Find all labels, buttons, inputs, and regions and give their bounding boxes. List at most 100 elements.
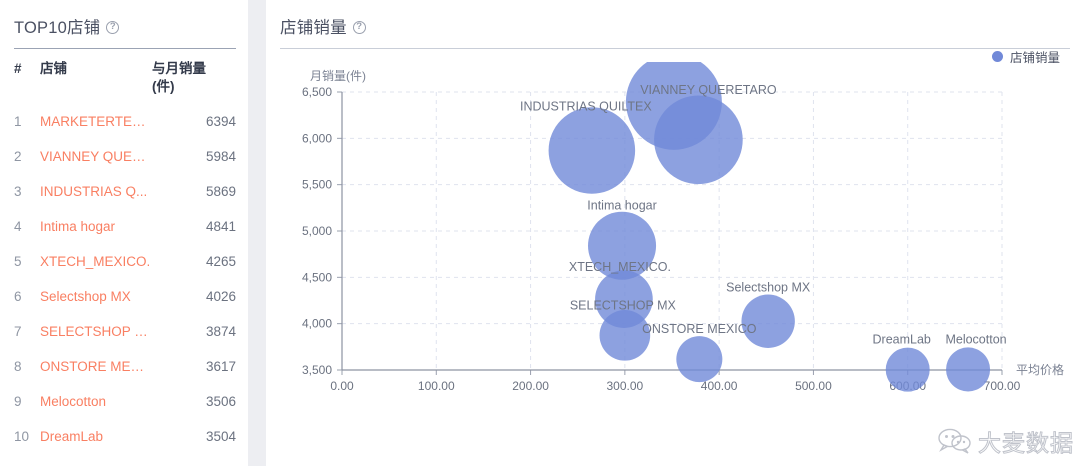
x-tick-label: 200.00 <box>512 379 549 393</box>
chart-legend[interactable]: 店铺销量 <box>991 47 1060 66</box>
cell-shop-name[interactable]: VIANNEY QUER... <box>40 149 152 165</box>
top10-panel-header: TOP10店铺 ? <box>14 14 236 38</box>
bubble-chart-svg: 3,500 4,000 4,500 5,000 5,500 6,000 6,500 0.00 1… <box>302 62 1064 393</box>
top10-shops-panel: TOP10店铺 ? # 店铺 与月销量 (件) 1 MARKETERTEXT...… <box>0 0 248 466</box>
y-tick-label: 3,500 <box>302 363 332 377</box>
bubble-chart-plot[interactable]: 3,500 4,000 4,500 5,000 5,500 6,000 6,500 0.00 1… <box>280 62 1080 412</box>
bubble-point[interactable] <box>548 107 636 194</box>
table-head: # 店铺 与月销量 (件) <box>14 51 236 104</box>
x-tick-label: 100.00 <box>418 379 455 393</box>
column-header-shop[interactable]: 店铺 <box>40 61 67 76</box>
watermark: 大麦数据 <box>938 424 1074 458</box>
cell-monthly-sales: 3504 <box>205 429 236 445</box>
bubble-group <box>548 62 991 392</box>
bubble-point[interactable] <box>654 95 743 185</box>
bubble-label: Melocotton <box>945 332 1006 346</box>
column-header-monthly-sales[interactable]: 与月销量 (件) <box>152 51 236 104</box>
cell-shop-name[interactable]: INDUSTRIAS Q... <box>40 184 148 200</box>
bubble-point[interactable] <box>946 347 991 392</box>
cell-monthly-sales: 3874 <box>205 324 236 340</box>
x-tick-label: 700.00 <box>984 379 1021 393</box>
cell-shop-name[interactable]: MARKETERTEXT... <box>40 114 152 130</box>
bubble-label: SELECTSHOP MX <box>570 298 677 312</box>
y-tick-label: 4,500 <box>302 270 332 284</box>
bubble-point[interactable] <box>741 294 795 348</box>
cell-monthly-sales: 3506 <box>205 394 236 410</box>
y-tick-label: 4,000 <box>302 317 332 331</box>
cell-rank: 5 <box>14 254 22 270</box>
table-row[interactable]: 2 VIANNEY QUER... 5984 <box>14 139 236 174</box>
cell-rank: 8 <box>14 359 22 375</box>
cell-rank: 4 <box>14 219 22 235</box>
table-row[interactable]: 4 Intima hogar 4841 <box>14 209 236 244</box>
table-row[interactable]: 8 ONSTORE MEXI... 3617 <box>14 349 236 384</box>
y-tick-label: 6,000 <box>302 131 332 145</box>
table-row[interactable]: 6 Selectshop MX 4026 <box>14 279 236 314</box>
bubble-label: Selectshop MX <box>726 280 811 294</box>
panel-divider <box>248 0 266 466</box>
cell-rank: 9 <box>14 394 22 410</box>
y-tick-label: 5,500 <box>302 178 332 192</box>
x-axis-title: 平均价格 <box>1016 362 1064 377</box>
cell-shop-name[interactable]: XTECH_MEXICO. <box>40 254 151 270</box>
bubble-label: VIANNEY QUERETARO <box>640 83 777 97</box>
table-row[interactable]: 7 SELECTSHOP MX 3874 <box>14 314 236 349</box>
chart-panel-header: 店铺销量 ? <box>280 14 1070 38</box>
legend-label: 店铺销量 <box>1009 51 1060 65</box>
y-tick-label: 5,000 <box>302 224 332 238</box>
wechat-icon <box>938 428 971 454</box>
cell-rank: 10 <box>14 429 30 445</box>
table-row[interactable]: 1 MARKETERTEXT... 6394 <box>14 104 236 139</box>
bubble-label: Intima hogar <box>587 199 656 213</box>
table-header-row: # 店铺 与月销量 (件) <box>14 51 236 104</box>
cell-shop-name[interactable]: Melocotton <box>40 394 107 410</box>
top10-table: # 店铺 与月销量 (件) 1 MARKETERTEXT... 6394 2 VIANN… <box>14 51 236 454</box>
cell-rank: 1 <box>14 114 22 130</box>
cell-monthly-sales: 5984 <box>205 149 236 165</box>
watermark-text: 大麦数据 <box>978 430 1074 457</box>
shop-sales-chart-panel: 店铺销量 ? 店铺销量 3,500 4,000 4,500 5,000 5,500 6,0… <box>266 0 1080 466</box>
table-row[interactable]: 10 DreamLab 3504 <box>14 419 236 454</box>
x-tick-label: 0.00 <box>330 379 354 393</box>
y-tick-label: 6,500 <box>302 85 332 99</box>
cell-shop-name[interactable]: ONSTORE MEXI... <box>40 359 152 375</box>
column-header-line2: (件) <box>152 79 175 95</box>
question-mark-icon[interactable]: ? <box>352 20 366 34</box>
cell-monthly-sales: 4841 <box>205 219 236 235</box>
cell-shop-name[interactable]: Intima hogar <box>40 219 116 235</box>
table-body: 1 MARKETERTEXT... 6394 2 VIANNEY QUER... 5984… <box>14 104 236 454</box>
column-header-line1: 与月销量 <box>152 61 206 76</box>
x-tick-label: 500.00 <box>795 379 832 393</box>
table-row[interactable]: 9 Melocotton 3506 <box>14 384 236 419</box>
chart-title-text: 店铺销量 <box>280 19 347 37</box>
table-row[interactable]: 5 XTECH_MEXICO. 4265 <box>14 244 236 279</box>
bubble-point[interactable] <box>885 347 930 392</box>
bubble-point[interactable] <box>676 336 723 383</box>
bubble-label-group: MARKETERTEXTILSADCVMARKETVIANNEY QUERETA… <box>520 83 1007 347</box>
cell-rank: 2 <box>14 149 22 165</box>
cell-shop-name[interactable]: Selectshop MX <box>40 289 131 305</box>
cell-shop-name[interactable]: DreamLab <box>40 429 104 445</box>
cell-rank: 6 <box>14 289 22 305</box>
panel-title-divider <box>14 48 236 49</box>
cell-shop-name[interactable]: SELECTSHOP MX <box>40 324 152 340</box>
bubble-point[interactable] <box>595 270 653 328</box>
column-header-rank[interactable]: # <box>14 61 22 76</box>
question-mark-icon[interactable]: ? <box>106 20 120 34</box>
table-row[interactable]: 3 INDUSTRIAS Q... 5869 <box>14 174 236 209</box>
bubble-label: DreamLab <box>873 333 931 347</box>
cell-monthly-sales: 4265 <box>205 254 236 270</box>
cell-monthly-sales: 6394 <box>205 114 236 130</box>
bubble-label: ONSTORE MEXICO <box>642 322 757 336</box>
bubble-point[interactable] <box>588 211 657 280</box>
cell-monthly-sales: 3617 <box>205 359 236 375</box>
x-tick-label: 300.00 <box>607 379 644 393</box>
chart-title-divider <box>280 48 1070 49</box>
bubble-point[interactable] <box>599 310 651 361</box>
cell-rank: 7 <box>14 324 22 340</box>
panel-title-text: TOP10店铺 <box>14 19 101 37</box>
cell-rank: 3 <box>14 184 22 200</box>
x-tick-label: 400.00 <box>701 379 738 393</box>
y-axis-title: 月销量(件) <box>310 69 366 83</box>
